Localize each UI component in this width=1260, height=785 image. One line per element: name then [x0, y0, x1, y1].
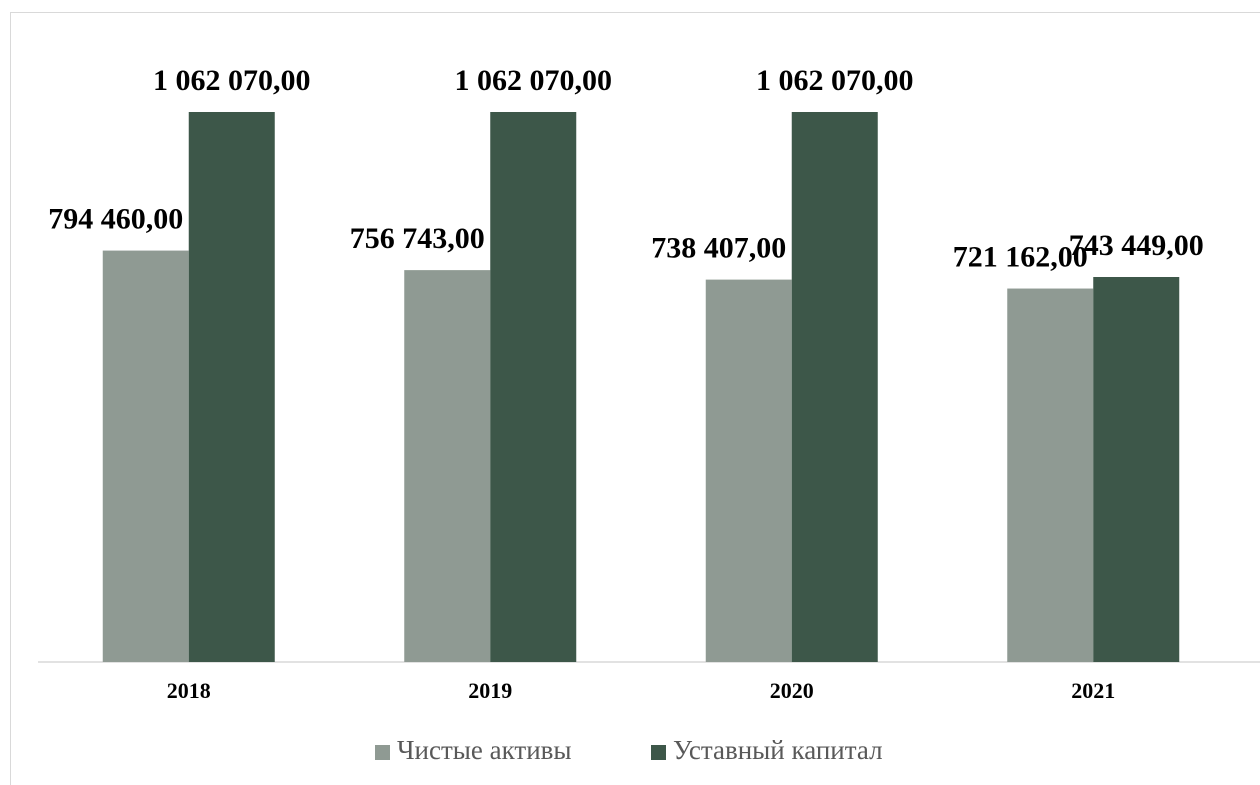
- bar: [102, 250, 189, 662]
- legend-label: Чистые активы: [397, 735, 572, 765]
- bar: [791, 112, 878, 662]
- x-tick-label: 2019: [468, 678, 512, 703]
- chart-frame: [10, 12, 1260, 785]
- x-tick-label: 2021: [1071, 678, 1115, 703]
- legend-swatch: [651, 745, 666, 760]
- x-tick-label: 2018: [167, 678, 211, 703]
- data-label: 1 062 070,00: [756, 64, 914, 97]
- data-label: 721 162,00: [953, 240, 1088, 273]
- data-label: 1 062 070,00: [153, 64, 311, 97]
- data-label: 756 743,00: [350, 222, 485, 255]
- bar: [1093, 277, 1180, 662]
- bar: [404, 270, 491, 662]
- bar: [1007, 288, 1094, 662]
- data-label: 794 460,00: [48, 202, 183, 235]
- bar: [490, 112, 577, 662]
- bar: [705, 279, 792, 662]
- bar: [188, 112, 275, 662]
- legend-label: Уставный капитал: [673, 735, 883, 765]
- legend-swatch: [375, 745, 390, 760]
- data-label: 1 062 070,00: [455, 64, 613, 97]
- x-tick-label: 2020: [770, 678, 814, 703]
- data-label: 738 407,00: [651, 232, 786, 265]
- data-label: 743 449,00: [1069, 229, 1204, 262]
